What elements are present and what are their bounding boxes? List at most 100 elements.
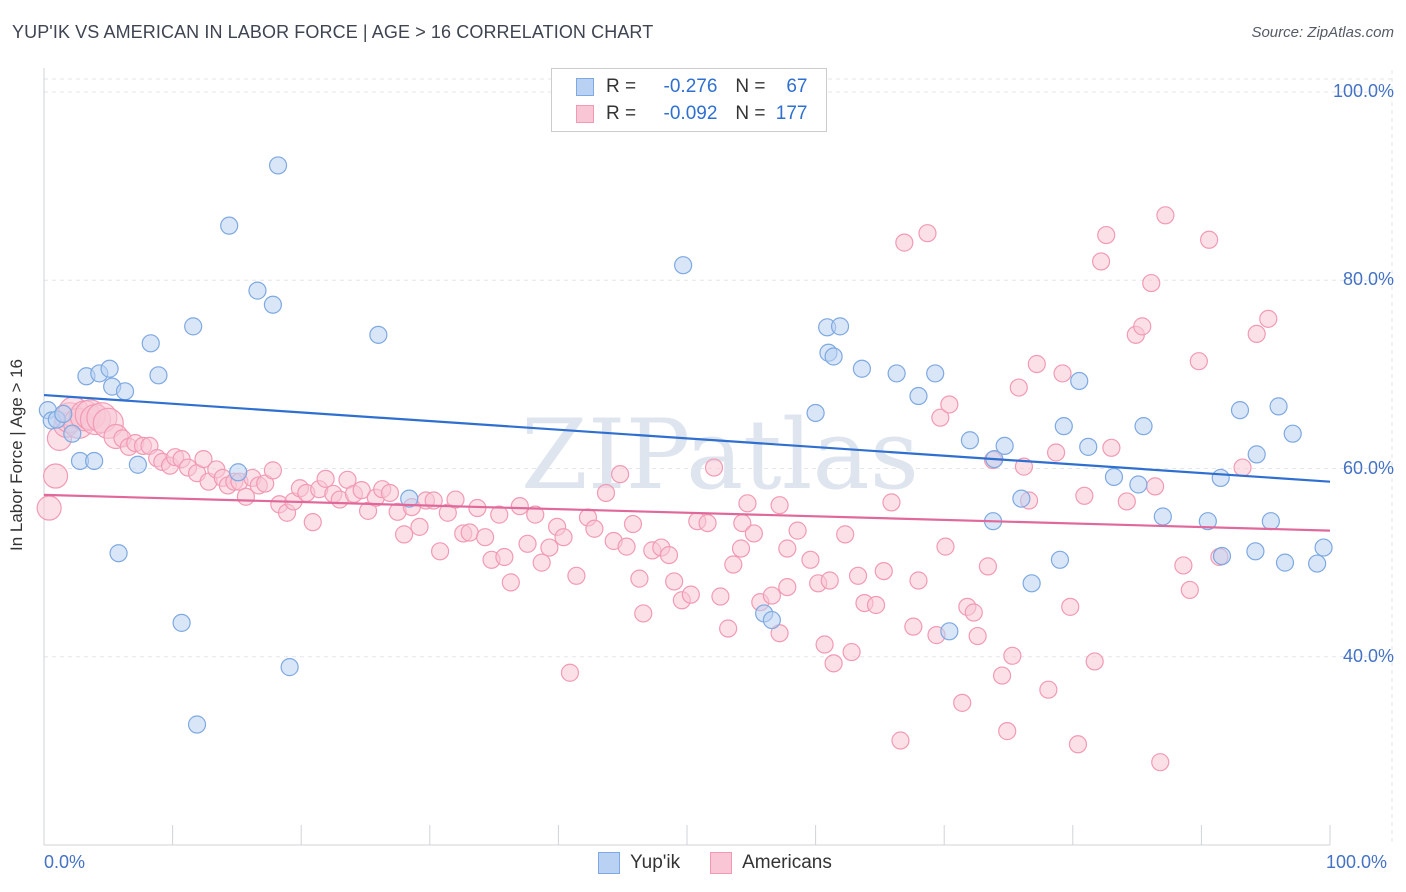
americans-point — [820, 571, 839, 590]
americans-point — [410, 517, 429, 536]
yupik-point — [1308, 554, 1327, 573]
americans-point — [719, 619, 738, 638]
americans-point — [936, 537, 955, 556]
yupik-point — [100, 359, 119, 378]
americans-point — [1142, 273, 1161, 293]
yupik-point — [229, 463, 248, 482]
americans-point — [303, 513, 322, 532]
yupik-point — [1134, 417, 1153, 436]
americans-point — [36, 495, 62, 521]
yupik-point — [85, 451, 104, 471]
legend-row-americans: R = -0.092 N = 177 — [576, 101, 808, 127]
yupik-point — [263, 295, 283, 314]
yupik-point — [1050, 550, 1070, 569]
legend-n-label: N = — [735, 103, 766, 124]
yupik-point — [1198, 512, 1217, 531]
americans-point — [1027, 354, 1046, 374]
series-legend-yupik: Yup'ik — [598, 852, 680, 874]
yupik-n-value: 67 — [786, 76, 808, 97]
americans-point — [968, 626, 987, 646]
yupik-point — [806, 403, 825, 423]
americans-point — [596, 483, 616, 503]
americans-point — [836, 525, 855, 544]
yupik-legend-swatch — [598, 852, 620, 874]
americans-point — [446, 490, 465, 509]
americans-point — [617, 537, 636, 556]
americans-point — [731, 539, 751, 558]
americans-point — [42, 463, 69, 489]
yupik-point — [280, 658, 299, 677]
americans-point — [866, 595, 886, 615]
americans-point — [611, 465, 630, 484]
americans-point — [744, 524, 763, 543]
americans-point — [475, 528, 495, 547]
americans-point — [1146, 477, 1165, 496]
americans-point — [623, 514, 643, 534]
yupik-point — [940, 622, 959, 641]
americans-point — [895, 233, 914, 252]
y-tick-label: 100.0% — [1332, 81, 1394, 101]
americans-point — [380, 483, 400, 503]
americans-point — [352, 481, 371, 500]
y-tick-label: 80.0% — [1342, 269, 1394, 290]
yupik-point — [1054, 417, 1073, 436]
americans-point — [953, 693, 972, 712]
yupik-point — [1269, 397, 1288, 416]
series-legend-americans: Americans — [710, 852, 832, 874]
americans-point — [1061, 597, 1080, 616]
yupik-point — [960, 431, 980, 450]
americans-point — [711, 587, 730, 606]
americans-point — [490, 505, 509, 524]
yupik-point — [1104, 467, 1124, 487]
axes — [43, 68, 1331, 846]
yupik-point — [887, 364, 906, 383]
americans-point — [738, 494, 757, 513]
americans-point — [1097, 225, 1116, 245]
yupik-point — [54, 404, 73, 424]
yupik-point — [1230, 401, 1250, 420]
americans-point — [1003, 646, 1022, 665]
yupik-point — [1211, 468, 1230, 488]
americans-point — [778, 539, 797, 558]
americans-point — [1075, 486, 1094, 505]
yupik-point — [149, 366, 168, 385]
americans-point — [585, 519, 604, 538]
yupik-legend-label: Yup'ik — [630, 852, 681, 873]
yupik-point — [369, 325, 388, 344]
americans-point — [1200, 230, 1219, 249]
americans-point — [540, 538, 559, 557]
yupik-point — [109, 544, 128, 563]
americans-point — [394, 525, 414, 544]
yupik-point — [995, 436, 1014, 456]
americans-point — [567, 566, 586, 585]
watermark: ZIPatlas — [521, 399, 919, 511]
americans-point — [510, 497, 529, 516]
americans-point — [518, 534, 537, 553]
americans-point — [848, 566, 868, 585]
legend-r-label: R = — [606, 76, 637, 97]
americans-point — [501, 573, 520, 592]
yupik-point — [141, 334, 160, 353]
americans-point — [704, 458, 724, 477]
yupik-point — [400, 489, 419, 508]
americans-point — [940, 395, 959, 414]
yupik-point — [926, 364, 945, 383]
americans-point — [874, 561, 893, 581]
americans-point — [1068, 735, 1088, 754]
americans-point — [891, 731, 910, 750]
yupik-point — [1070, 371, 1089, 391]
yupik-point — [674, 256, 693, 275]
yupik-point — [1022, 574, 1041, 593]
yupik-point — [63, 424, 82, 443]
yupik-point — [1261, 512, 1280, 531]
americans-r-value: -0.092 — [663, 103, 718, 124]
americans-point — [1189, 352, 1208, 371]
americans-point — [1180, 580, 1199, 600]
x-tick-min: 0.0% — [44, 852, 86, 872]
yupik-point — [1153, 507, 1172, 526]
americans-point — [842, 642, 861, 662]
yupik-point — [824, 347, 843, 366]
yupik-point — [1246, 542, 1265, 561]
americans-legend-label: Americans — [742, 852, 832, 873]
